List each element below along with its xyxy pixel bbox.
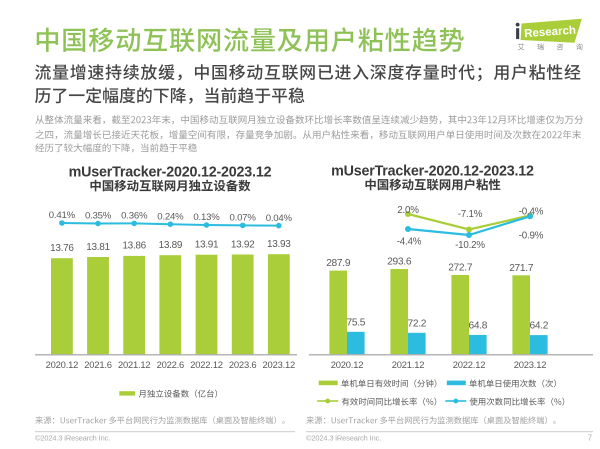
svg-text:293.6: 293.6	[387, 257, 412, 268]
svg-text:13.89: 13.89	[159, 240, 183, 251]
svg-text:0.41%: 0.41%	[49, 210, 76, 221]
svg-text:2023.6: 2023.6	[229, 359, 256, 370]
svg-text:72.2: 72.2	[407, 318, 426, 329]
svg-text:13.81: 13.81	[86, 242, 110, 253]
svg-text:2021.12: 2021.12	[392, 359, 425, 370]
svg-text:0.07%: 0.07%	[230, 213, 257, 224]
svg-text:2023.12: 2023.12	[263, 359, 296, 370]
svg-text:mUserTracker-2020.12-2023.12: mUserTracker-2020.12-2023.12	[69, 165, 272, 181]
svg-text:2022.6: 2022.6	[157, 359, 184, 370]
svg-text:272.7: 272.7	[448, 263, 473, 274]
svg-text:0.36%: 0.36%	[121, 211, 148, 222]
svg-text:2021.6: 2021.6	[84, 359, 111, 370]
svg-text:0.13%: 0.13%	[193, 212, 220, 223]
svg-text:0.35%: 0.35%	[85, 211, 112, 222]
svg-text:-4.4%: -4.4%	[397, 237, 422, 248]
svg-text:0.04%: 0.04%	[266, 213, 293, 224]
svg-text:2021.12: 2021.12	[118, 359, 151, 370]
svg-text:©2024.3 iResearch Inc.: ©2024.3 iResearch Inc.	[306, 434, 381, 443]
svg-text:-0.9%: -0.9%	[519, 230, 544, 241]
svg-text:287.9: 287.9	[326, 258, 351, 269]
svg-text:13.76: 13.76	[50, 243, 74, 254]
svg-text:13.86: 13.86	[122, 241, 146, 252]
svg-text:Research: Research	[524, 25, 577, 41]
svg-text:75.5: 75.5	[346, 317, 365, 328]
svg-text:-7.1%: -7.1%	[458, 209, 483, 220]
svg-text:2020.12: 2020.12	[331, 359, 364, 370]
svg-text:64.2: 64.2	[529, 321, 548, 332]
svg-text:2022.12: 2022.12	[453, 359, 486, 370]
svg-text:64.8: 64.8	[468, 320, 487, 331]
svg-text:271.7: 271.7	[509, 263, 534, 274]
svg-text:2.0%: 2.0%	[397, 205, 419, 216]
svg-text:13.93: 13.93	[267, 239, 291, 250]
svg-text:7: 7	[588, 434, 592, 443]
svg-text:13.91: 13.91	[195, 240, 219, 251]
svg-text:-10.2%: -10.2%	[455, 240, 485, 251]
svg-text:©2024.3 iResearch Inc.: ©2024.3 iResearch Inc.	[35, 434, 110, 443]
svg-text:2020.12: 2020.12	[46, 359, 79, 370]
svg-text:2022.12: 2022.12	[190, 359, 223, 370]
svg-text:-0.4%: -0.4%	[519, 207, 544, 218]
svg-text:13.92: 13.92	[231, 239, 255, 250]
svg-text:2023.12: 2023.12	[514, 359, 547, 370]
svg-text:mUserTracker-2020.12-2023.12: mUserTracker-2020.12-2023.12	[331, 164, 534, 180]
svg-text:0.24%: 0.24%	[157, 211, 184, 222]
